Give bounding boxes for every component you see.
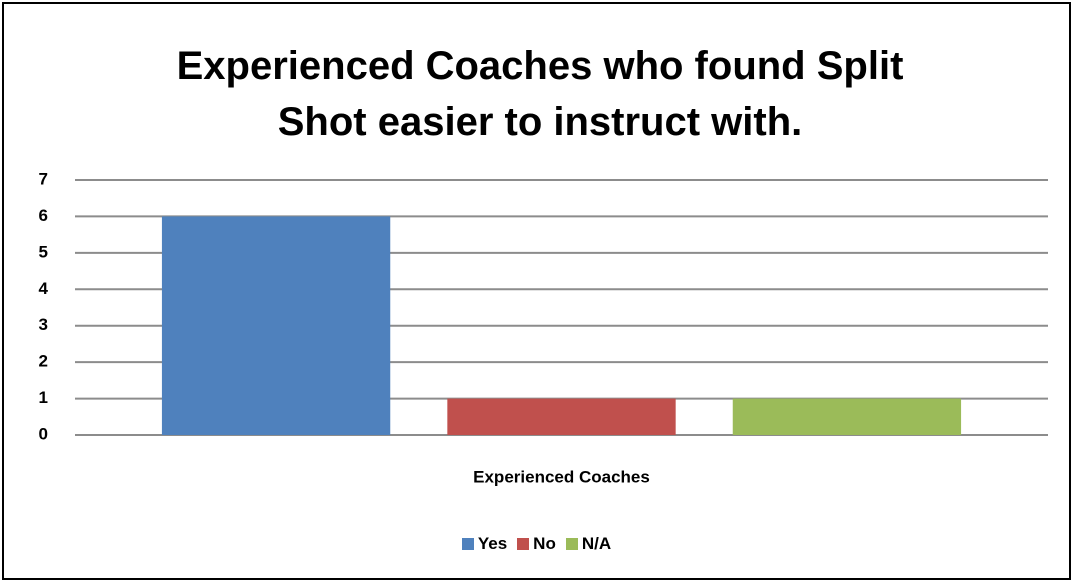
y-tick-label: 3: [39, 315, 48, 334]
legend-label: N/A: [581, 534, 612, 553]
legend-swatch: [517, 538, 530, 550]
y-tick-label: 2: [39, 352, 48, 371]
legend-label: No: [533, 534, 556, 553]
y-tick-label: 4: [39, 279, 49, 298]
x-tick-label: Experienced Coaches: [473, 467, 650, 486]
y-tick-label: 1: [39, 388, 48, 407]
chart-title: Experienced Coaches who found Split Shot…: [176, 44, 904, 144]
legend-label: Yes: [477, 534, 508, 553]
legend-swatch: [565, 538, 578, 550]
y-tick-label: 5: [39, 242, 48, 261]
legend-item: N/A: [565, 534, 612, 554]
y-tick-label: 6: [39, 206, 48, 225]
y-tick-label: 0: [39, 424, 48, 443]
bar: [161, 216, 391, 435]
bar: [732, 398, 962, 435]
legend-item: Yes: [461, 534, 508, 554]
legend-item: No: [517, 534, 556, 554]
legend-swatch: [461, 538, 474, 550]
legend: Yes No N/A: [0, 534, 1073, 554]
bar: [447, 398, 676, 435]
y-tick-label: 7: [39, 169, 48, 188]
